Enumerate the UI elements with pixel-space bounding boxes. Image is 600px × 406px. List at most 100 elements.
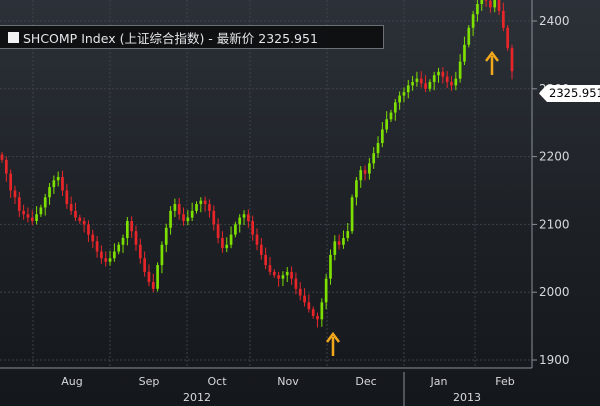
y-tick-label: 1900 bbox=[539, 353, 570, 367]
y-tick-label: 2100 bbox=[539, 217, 570, 231]
candle-body bbox=[26, 214, 30, 218]
candle-body bbox=[285, 271, 289, 276]
candle-body bbox=[333, 241, 337, 255]
x-tick-label: Jan bbox=[430, 375, 448, 388]
candle-body bbox=[389, 112, 393, 120]
candle-body bbox=[173, 204, 177, 211]
candle-body bbox=[445, 76, 449, 83]
candle-body bbox=[147, 271, 151, 283]
candle-body bbox=[372, 153, 376, 164]
candle-body bbox=[182, 214, 185, 222]
y-tick-label: 2400 bbox=[539, 14, 570, 28]
candle-body bbox=[290, 271, 293, 279]
y-tick-label: 2200 bbox=[539, 150, 570, 164]
candle-body bbox=[108, 258, 112, 262]
candles bbox=[0, 0, 514, 328]
x-tick-label: Oct bbox=[207, 375, 227, 388]
candle-body bbox=[298, 288, 302, 296]
x-tick-label: Feb bbox=[495, 375, 514, 388]
candle-body bbox=[320, 302, 324, 320]
y-tick-label: 2000 bbox=[539, 285, 570, 299]
candle-body bbox=[502, 10, 505, 28]
candle-body bbox=[95, 241, 99, 252]
candle-body bbox=[393, 102, 397, 113]
candle-body bbox=[82, 221, 86, 225]
candle-body bbox=[203, 200, 207, 205]
candle-body bbox=[61, 176, 64, 191]
candle-body bbox=[355, 180, 358, 198]
candle-body bbox=[359, 170, 363, 181]
candle-body bbox=[121, 237, 125, 245]
candle-body bbox=[160, 244, 164, 266]
candle-body bbox=[238, 217, 242, 225]
candle-body bbox=[9, 173, 12, 191]
year-label: 2013 bbox=[453, 391, 481, 404]
x-tick-label: Dec bbox=[355, 375, 376, 388]
candle-body bbox=[480, 0, 484, 5]
candle-body bbox=[130, 221, 134, 232]
candle-body bbox=[216, 224, 220, 238]
candle-body bbox=[22, 210, 25, 215]
candle-body bbox=[251, 221, 255, 235]
candle-body bbox=[368, 163, 371, 174]
candle-body bbox=[78, 217, 82, 222]
candle-body bbox=[208, 204, 211, 211]
candle-body bbox=[186, 217, 190, 222]
candle-body bbox=[350, 197, 354, 232]
legend-text: SHCOMP Index (上证综合指数) - 最新价 2325.951 bbox=[23, 30, 318, 46]
candle-body bbox=[30, 217, 34, 222]
candle-body bbox=[268, 265, 272, 272]
candle-body bbox=[398, 95, 401, 103]
candle-body bbox=[156, 265, 159, 289]
candle-body bbox=[272, 271, 276, 276]
arrow-up-icon bbox=[485, 50, 499, 75]
candle-body bbox=[337, 241, 341, 245]
candle-body bbox=[342, 237, 345, 245]
candle-body bbox=[151, 282, 155, 289]
axes: 190020002100220023002400AugSepOctNovDecJ… bbox=[0, 0, 570, 406]
candle-body bbox=[195, 204, 198, 211]
arrow-up-icon bbox=[326, 331, 340, 356]
candle-body bbox=[489, 0, 492, 8]
arrow-head bbox=[326, 331, 340, 343]
candle-body bbox=[324, 278, 328, 303]
candle-body bbox=[4, 159, 8, 174]
candle-body bbox=[177, 204, 181, 215]
candle-body bbox=[87, 224, 90, 235]
candle-body bbox=[346, 231, 350, 238]
candle-body bbox=[497, 0, 501, 11]
candle-body bbox=[424, 83, 427, 89]
candle-body bbox=[471, 14, 475, 28]
candle-body bbox=[311, 309, 315, 316]
candle-body bbox=[39, 207, 43, 215]
annotations bbox=[326, 50, 499, 356]
candle-body bbox=[281, 275, 285, 279]
candle-body bbox=[277, 275, 280, 279]
candle-body bbox=[48, 187, 51, 198]
candle-body bbox=[385, 119, 389, 130]
candle-body bbox=[316, 315, 319, 320]
candle-body bbox=[255, 234, 259, 245]
candle-body bbox=[406, 85, 410, 93]
x-tick-label: Aug bbox=[61, 375, 82, 388]
candle-body bbox=[125, 221, 129, 238]
candle-body bbox=[437, 71, 440, 76]
candle-body bbox=[134, 231, 138, 245]
candle-body bbox=[212, 210, 216, 225]
candle-body bbox=[190, 210, 194, 218]
candle-body bbox=[225, 244, 229, 249]
candle-body bbox=[74, 210, 77, 218]
x-tick-label: Sep bbox=[139, 375, 160, 388]
candle-body bbox=[329, 254, 332, 279]
candle-body bbox=[463, 44, 466, 62]
candle-body bbox=[69, 204, 73, 211]
candle-body bbox=[428, 82, 432, 89]
candle-body bbox=[117, 244, 121, 252]
candle-body bbox=[307, 302, 311, 310]
candle-body bbox=[169, 210, 172, 228]
candle-body bbox=[484, 0, 488, 1]
candle-body bbox=[91, 234, 95, 242]
candle-body bbox=[467, 27, 471, 45]
